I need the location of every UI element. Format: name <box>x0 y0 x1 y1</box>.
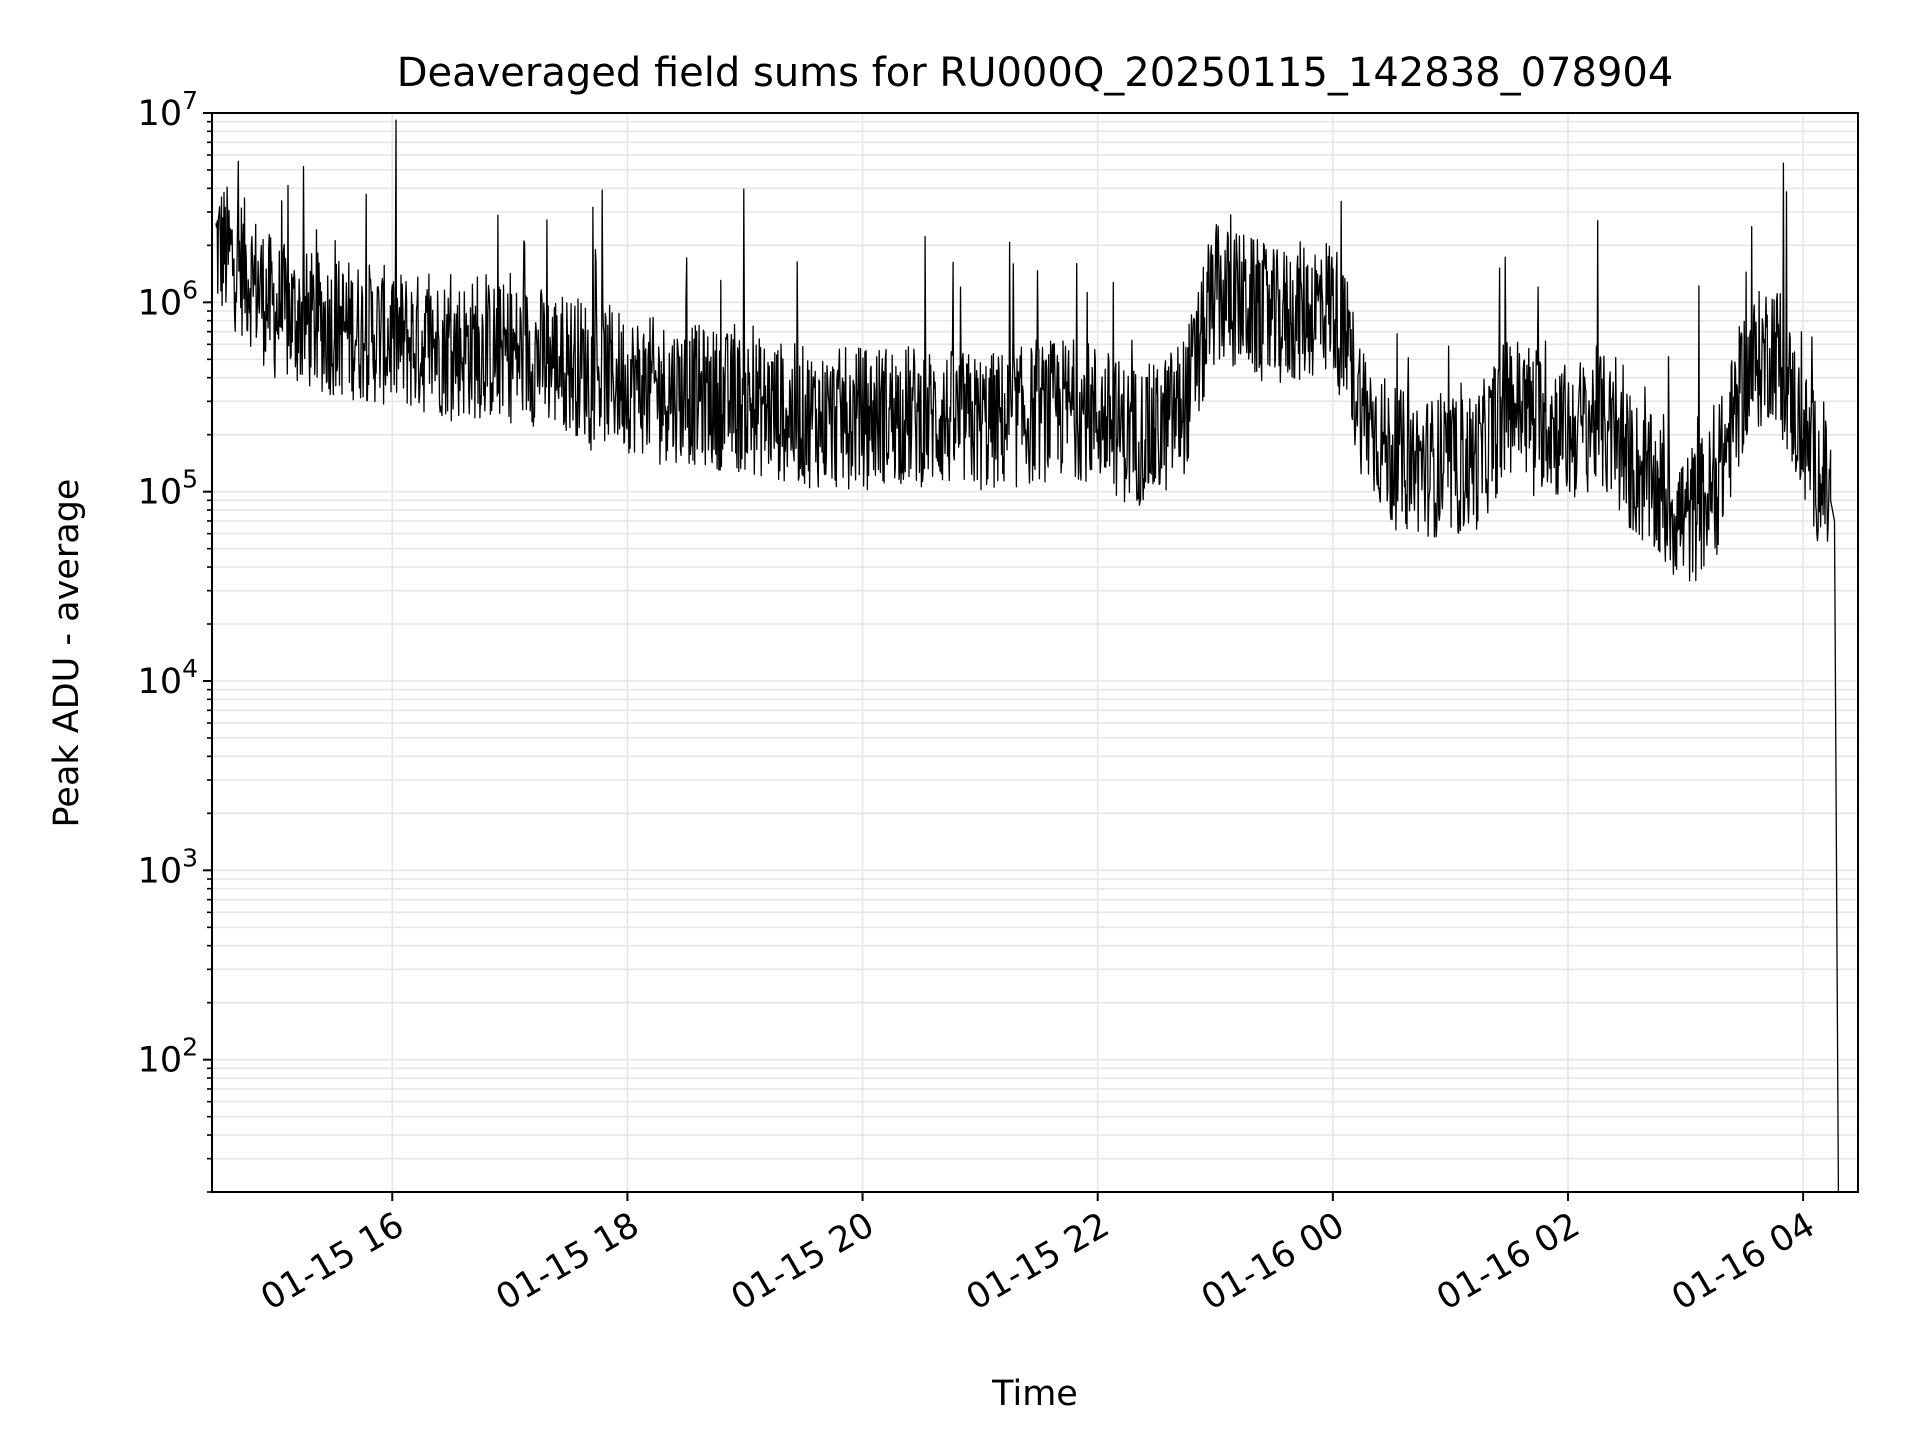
axes-frame <box>211 112 1859 1193</box>
x-axis-label: Time <box>991 1374 1078 1414</box>
y-tick-label: 105 <box>138 465 198 513</box>
series-line <box>215 119 1840 1193</box>
y-tick-label: 106 <box>138 275 198 323</box>
series-layer <box>215 119 1840 1193</box>
y-tick-label: 107 <box>138 86 198 134</box>
y-tick-label: 102 <box>138 1033 198 1081</box>
y-tick-label: 104 <box>138 654 198 702</box>
y-axis-label: Peak ADU - average <box>47 479 87 828</box>
chart-title: Deaveraged field sums for RU000Q_2025011… <box>397 50 1674 96</box>
y-axis-ticks: 102 103 104 105 106 107 <box>138 86 212 1193</box>
y-tick-label: 103 <box>138 843 198 891</box>
